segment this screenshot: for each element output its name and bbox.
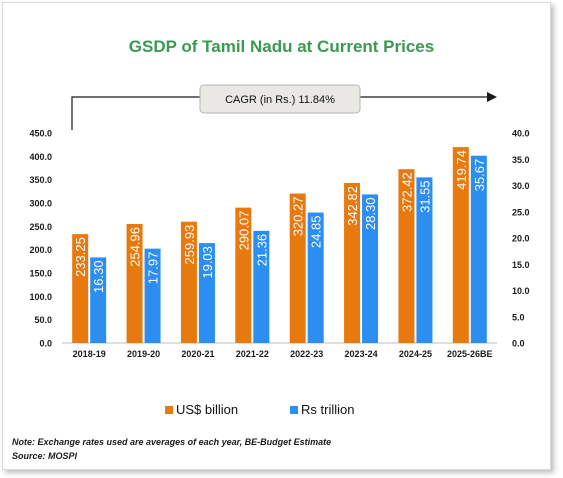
x-tick-label: 2018-19: [73, 349, 106, 359]
data-label-inr: 21.36: [254, 234, 269, 267]
y-left-tick-label: 50.0: [34, 315, 52, 325]
cagr-box: [199, 84, 361, 114]
bar-usd: [72, 234, 89, 343]
bar-inr: [198, 243, 215, 343]
data-label-inr: 17.97: [146, 252, 161, 285]
chart-title: GSDP of Tamil Nadu at Current Prices: [128, 37, 435, 56]
data-label-usd: 320.27: [291, 197, 306, 237]
bar-usd: [289, 193, 306, 343]
x-tick-label: 2019-20: [127, 349, 160, 359]
bar-usd: [344, 183, 361, 343]
y-left-tick-label: 0.0: [39, 339, 52, 349]
legend-label: US$ billion: [176, 402, 238, 417]
y-left-tick-label: 250.0: [29, 222, 52, 232]
bar-inr: [470, 155, 487, 343]
bar-usd: [126, 224, 143, 343]
data-label-inr: 35.67: [472, 159, 487, 192]
x-tick-label: 2025-26BE: [447, 349, 493, 359]
footnote-note: Note: Exchange rates used are averages o…: [12, 437, 332, 447]
data-label-usd: 419.74: [454, 150, 469, 190]
data-label-usd: 259.93: [182, 225, 197, 265]
y-left-tick-label: 100.0: [29, 292, 52, 302]
y-left-tick-label: 300.0: [29, 199, 52, 209]
x-tick-label: 2020-21: [181, 349, 214, 359]
bar-inr: [307, 212, 324, 343]
bar-inr: [144, 248, 161, 343]
data-label-usd: 342.82: [345, 186, 360, 226]
y-left-tick-label: 200.0: [29, 245, 52, 255]
y-right-tick-label: 15.0: [512, 260, 530, 270]
data-label-usd: 233.25: [73, 237, 88, 277]
x-tick-label: 2024-25: [399, 349, 432, 359]
y-right-tick-label: 40.0: [512, 129, 530, 139]
bar-usd: [398, 169, 415, 343]
data-label-inr: 31.55: [417, 180, 432, 213]
x-tick-label: 2023-24: [345, 349, 378, 359]
y-right-tick-label: 20.0: [512, 234, 530, 244]
y-right-tick-label: 35.0: [512, 155, 530, 165]
y-right-tick-label: 10.0: [512, 286, 530, 296]
y-left-tick-label: 450.0: [29, 129, 52, 139]
y-right-tick-label: 25.0: [512, 207, 530, 217]
legend-label: Rs trillion: [301, 402, 354, 417]
y-left-tick-label: 400.0: [29, 152, 52, 162]
footnote-source: Source: MOSPI: [12, 451, 78, 461]
cagr-annotation: CAGR (in Rs.) 11.84%: [225, 94, 335, 106]
data-label-inr: 19.03: [200, 246, 215, 279]
data-label-inr: 24.85: [309, 216, 324, 249]
y-right-tick-label: 30.0: [512, 181, 530, 191]
data-label-usd: 372.42: [399, 172, 414, 212]
y-right-tick-label: 5.0: [512, 312, 525, 322]
x-tick-label: 2021-22: [236, 349, 269, 359]
legend-swatch: [290, 406, 298, 414]
data-label-inr: 28.30: [363, 197, 378, 230]
data-label-inr: 16.30: [91, 260, 106, 293]
bar-inr: [416, 177, 433, 343]
bar-inr: [253, 230, 270, 343]
data-label-usd: 254.96: [128, 227, 143, 267]
bar-usd: [452, 147, 469, 343]
bar-inr: [90, 257, 107, 343]
y-left-tick-label: 350.0: [29, 175, 52, 185]
y-right-tick-label: 0.0: [512, 339, 525, 349]
cagr-arrow-head: [487, 92, 497, 102]
legend-swatch: [165, 406, 173, 414]
y-left-tick-label: 150.0: [29, 269, 52, 279]
data-label-usd: 290.07: [236, 211, 251, 251]
bar-inr: [362, 194, 379, 343]
x-tick-label: 2022-23: [290, 349, 323, 359]
bar-usd: [180, 221, 197, 343]
bar-usd: [235, 207, 252, 343]
